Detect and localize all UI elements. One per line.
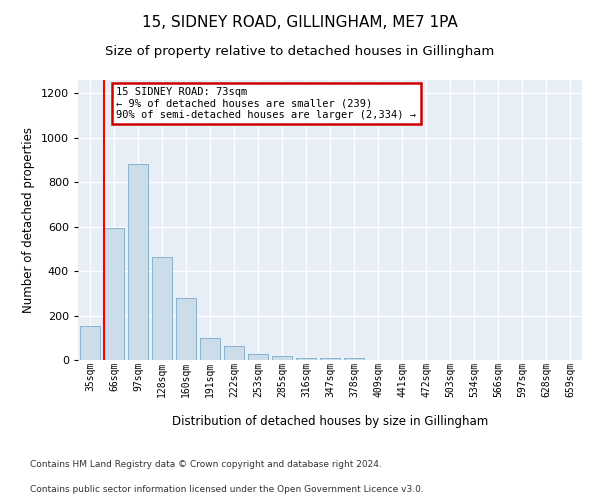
Text: Contains HM Land Registry data © Crown copyright and database right 2024.: Contains HM Land Registry data © Crown c…	[30, 460, 382, 469]
Bar	[320, 358, 340, 360]
Bar	[80, 326, 100, 360]
Text: Contains public sector information licensed under the Open Government Licence v3: Contains public sector information licen…	[30, 485, 424, 494]
Bar	[272, 356, 292, 360]
Text: 15, SIDNEY ROAD, GILLINGHAM, ME7 1PA: 15, SIDNEY ROAD, GILLINGHAM, ME7 1PA	[142, 15, 458, 30]
Text: 15 SIDNEY ROAD: 73sqm
← 9% of detached houses are smaller (239)
90% of semi-deta: 15 SIDNEY ROAD: 73sqm ← 9% of detached h…	[116, 86, 416, 120]
Bar	[176, 298, 196, 360]
Bar	[152, 258, 172, 360]
Y-axis label: Number of detached properties: Number of detached properties	[22, 127, 35, 313]
Bar	[128, 164, 148, 360]
Bar	[224, 346, 244, 360]
Bar	[296, 358, 316, 360]
Bar	[248, 354, 268, 360]
Bar	[104, 228, 124, 360]
Text: Size of property relative to detached houses in Gillingham: Size of property relative to detached ho…	[106, 45, 494, 58]
Bar	[200, 338, 220, 360]
Bar	[344, 358, 364, 360]
Text: Distribution of detached houses by size in Gillingham: Distribution of detached houses by size …	[172, 415, 488, 428]
